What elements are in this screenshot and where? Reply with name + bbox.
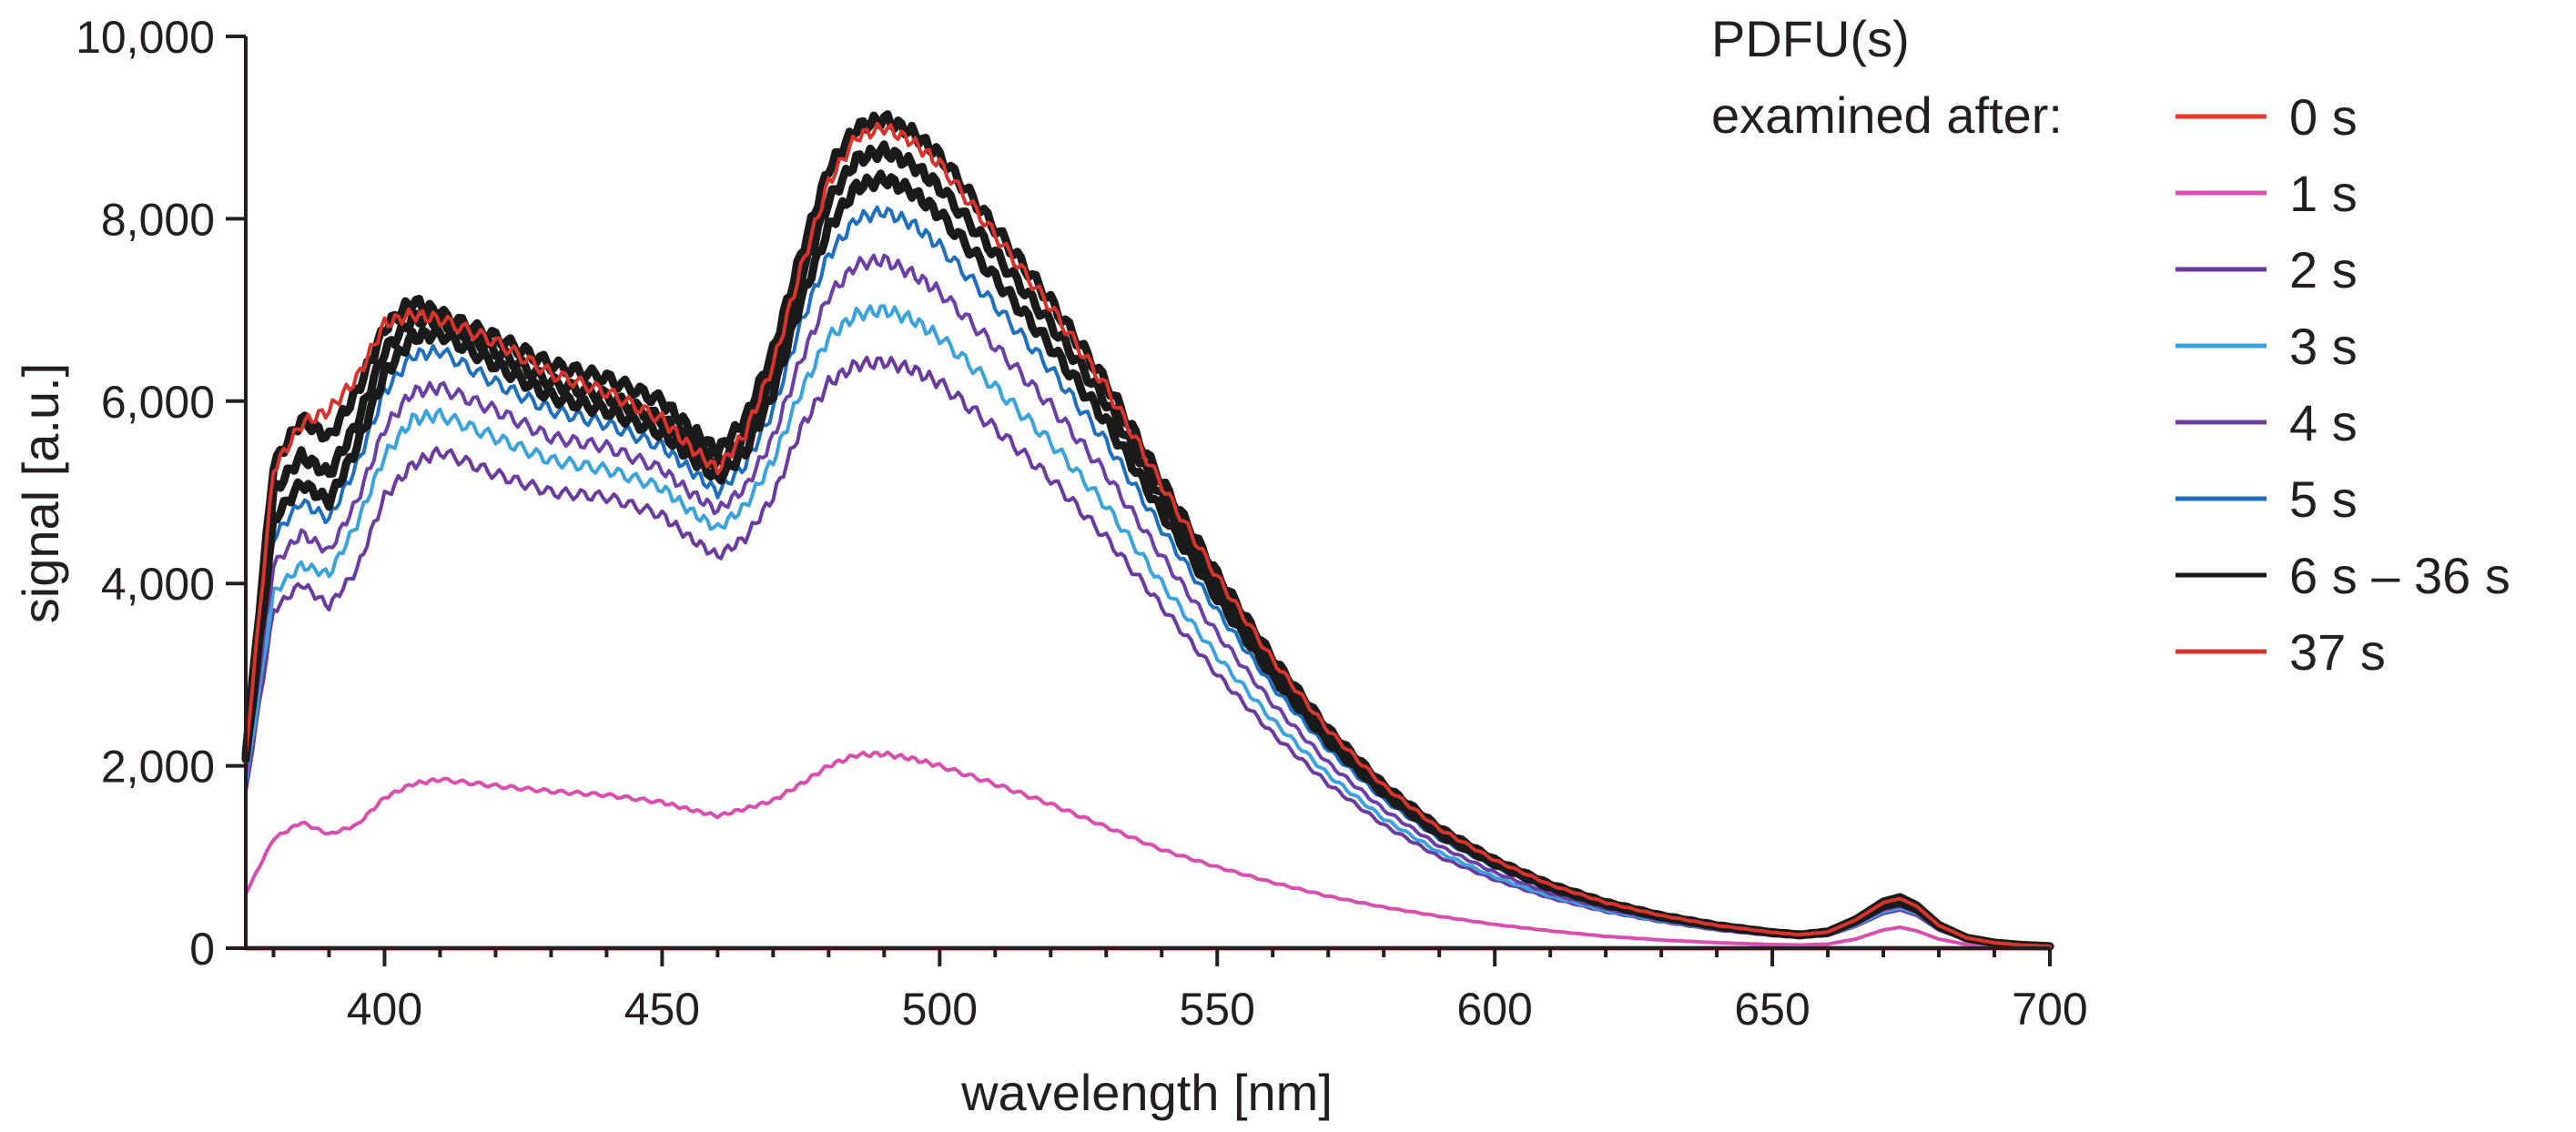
x-tick-label-4: 600 bbox=[1456, 984, 1532, 1035]
legend-label-4: 4 s bbox=[2289, 394, 2358, 451]
x-tick-label-0: 400 bbox=[347, 984, 422, 1035]
legend-label-5: 5 s bbox=[2289, 470, 2358, 528]
series-line-7 bbox=[241, 140, 2054, 951]
y-tick-label-1: 2,000 bbox=[101, 742, 215, 793]
axes: 0 2,000 4,000 6,000 8,000 10,000 400 450 500 550… bbox=[76, 12, 2088, 1035]
x-tick-label-2: 500 bbox=[902, 984, 978, 1035]
y-axis-title: signal [a.u.] bbox=[12, 363, 69, 623]
y-tick-label-4: 8,000 bbox=[101, 194, 215, 245]
series-line-9 bbox=[244, 121, 2052, 948]
legend-label-6: 6 s – 36 s bbox=[2289, 547, 2510, 604]
x-tick-label-3: 550 bbox=[1180, 984, 1255, 1035]
legend-label-0: 0 s bbox=[2289, 88, 2358, 146]
x-tick-label-6: 700 bbox=[2012, 984, 2087, 1035]
x-axis-title: wavelength [nm] bbox=[960, 1064, 1333, 1121]
legend-title-line2: examined after: bbox=[1711, 86, 2063, 144]
series-line-5 bbox=[244, 205, 2052, 949]
legend-label-7: 37 s bbox=[2289, 623, 2386, 681]
legend: PDFU(s) examined after: 0 s 1 s 2 s 3 s 4 s 5… bbox=[1711, 10, 2510, 681]
legend-label-3: 3 s bbox=[2289, 318, 2358, 375]
legend-label-1: 1 s bbox=[2289, 165, 2358, 222]
series-group bbox=[241, 110, 2054, 951]
legend-label-2: 2 s bbox=[2289, 241, 2358, 298]
y-tick-label-0: 0 bbox=[189, 924, 215, 975]
x-ticks: 400 450 500 550 600 650 700 bbox=[271, 948, 2088, 1035]
legend-title-line1: PDFU(s) bbox=[1711, 10, 1910, 67]
series-line-3 bbox=[244, 304, 2052, 949]
y-tick-label-3: 6,000 bbox=[101, 377, 215, 428]
x-tick-label-5: 650 bbox=[1734, 984, 1810, 1035]
series-line-1 bbox=[244, 750, 2052, 950]
legend-entries: 0 s 1 s 2 s 3 s 4 s 5 s 6 s – 36 s 37 s bbox=[2175, 88, 2510, 681]
y-tick-label-5: 10,000 bbox=[76, 12, 215, 63]
x-tick-label-1: 450 bbox=[624, 984, 700, 1035]
y-tick-label-2: 4,000 bbox=[101, 559, 215, 610]
y-ticks: 0 2,000 4,000 6,000 8,000 10,000 bbox=[76, 12, 246, 975]
